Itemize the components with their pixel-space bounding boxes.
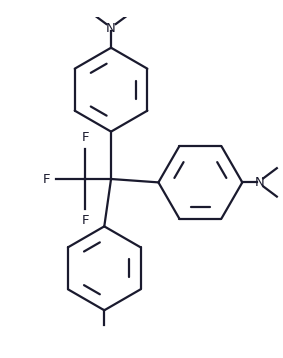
Text: N: N [106, 22, 116, 35]
Text: F: F [82, 131, 89, 144]
Text: F: F [82, 214, 89, 227]
Text: N: N [254, 176, 264, 189]
Text: F: F [43, 173, 50, 185]
